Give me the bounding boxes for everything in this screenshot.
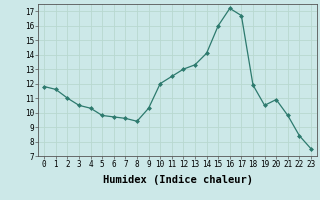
X-axis label: Humidex (Indice chaleur): Humidex (Indice chaleur): [103, 175, 252, 185]
